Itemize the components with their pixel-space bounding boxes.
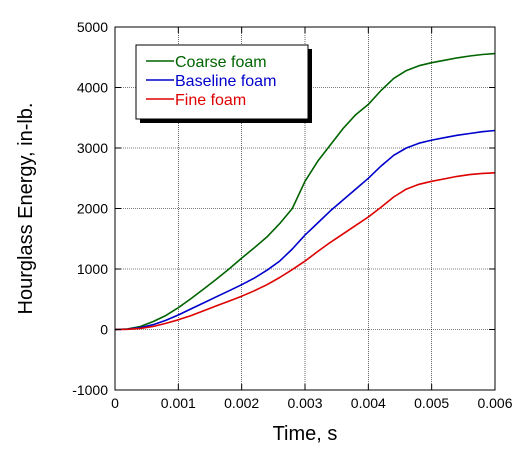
- series-line-fine-foam: [114, 172, 496, 331]
- series-lines: [114, 52, 496, 331]
- x-axis-label: Time, s: [273, 423, 338, 445]
- series-line-baseline-foam: [114, 129, 496, 331]
- y-tick-label: 5000: [77, 19, 108, 35]
- y-tick-label: 1000: [77, 261, 108, 277]
- axis-ticks: [114, 26, 496, 391]
- tick-labels: 0 0.001 0.002 0.003 0.004 0.005 0.006-10000100…: [72, 19, 513, 411]
- y-tick-label: -1000: [72, 382, 108, 398]
- legend-box: [135, 44, 309, 120]
- y-tick-label: 2000: [77, 201, 108, 217]
- x-tick-label: 0.006: [477, 395, 512, 411]
- y-tick-label: 4000: [77, 80, 108, 96]
- series-line-coarse-foam: [114, 52, 496, 331]
- y-tick-label: 3000: [77, 140, 108, 156]
- x-tick-label: 0: [111, 395, 119, 411]
- x-tick-label: 0.005: [414, 395, 449, 411]
- legend-label: Fine foam: [175, 92, 246, 109]
- x-tick-label: 0.002: [224, 395, 259, 411]
- x-tick-label: 0.003: [287, 395, 322, 411]
- y-axis-label: Hourglass Energy, in-lb.: [15, 103, 37, 315]
- legend: Coarse foam Baseline foam Fine foam: [135, 44, 312, 123]
- x-tick-label: 0.001: [161, 395, 196, 411]
- legend-label: Coarse foam: [175, 54, 267, 71]
- legend-label: Baseline foam: [175, 73, 276, 90]
- y-tick-label: 0: [100, 322, 108, 338]
- x-tick-label: 0.004: [351, 395, 386, 411]
